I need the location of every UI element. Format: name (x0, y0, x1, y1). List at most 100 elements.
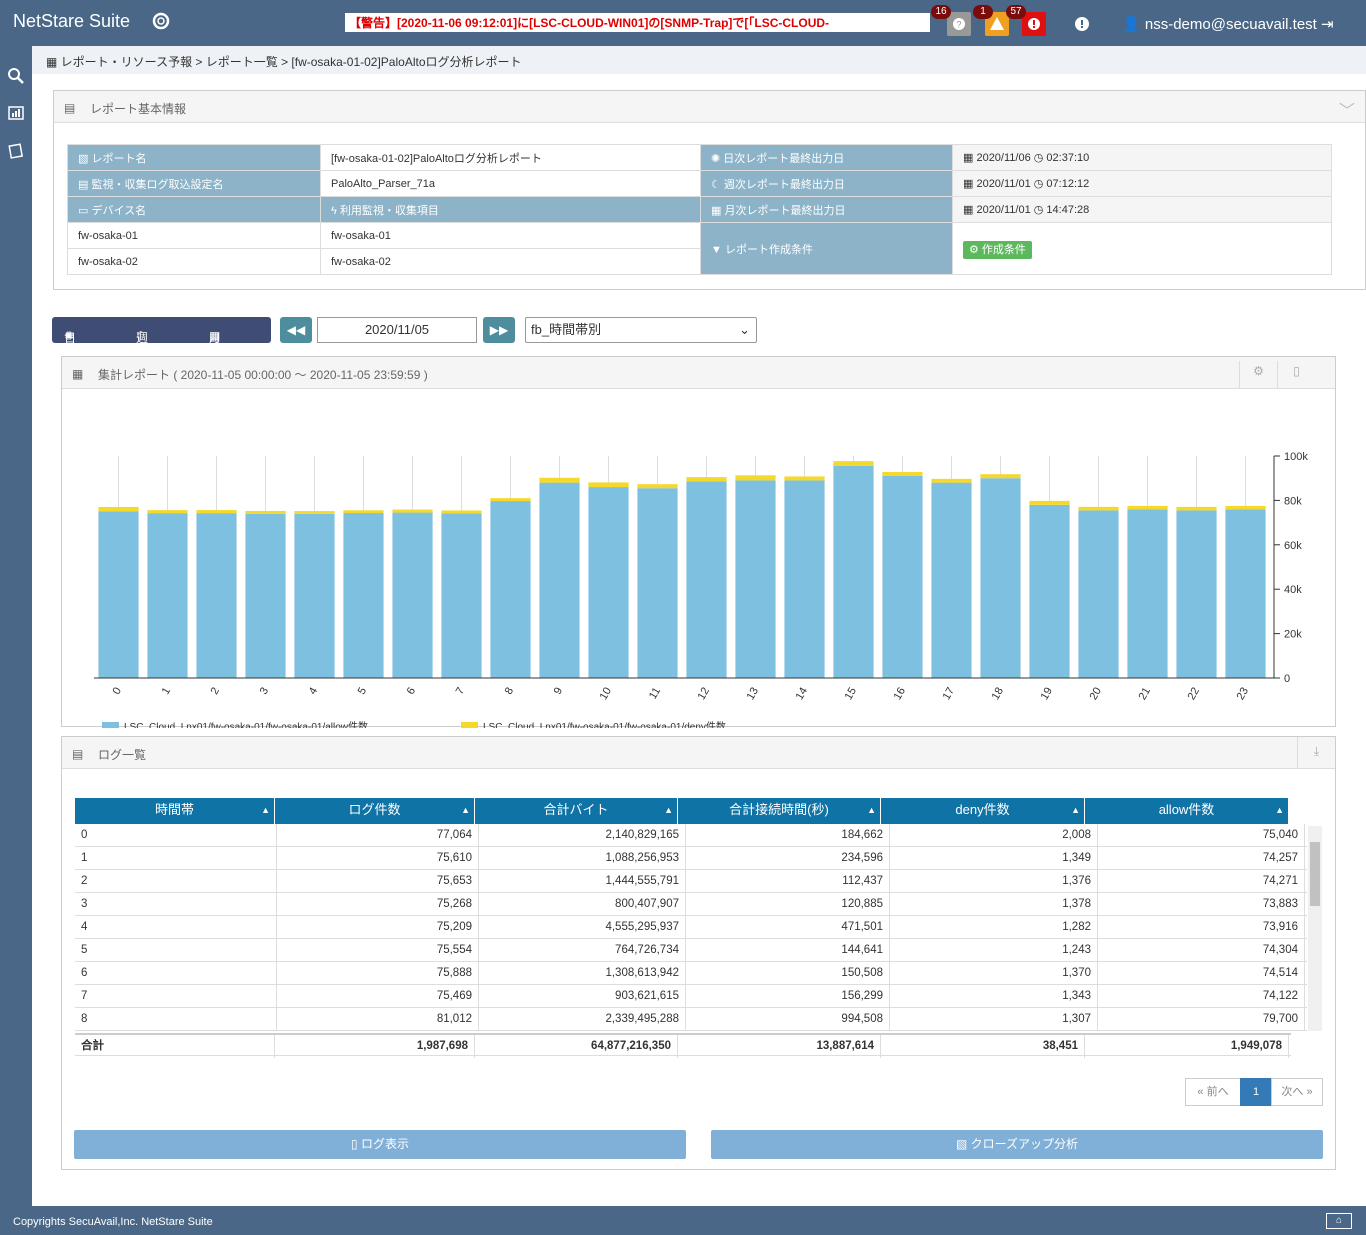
table-row[interactable]: 2 75,653 1,444,555,791 112,437 1,376 74,271 (75, 870, 1307, 893)
sort-icon: ▲ (867, 805, 876, 815)
item-row: fw-osaka-01 (320, 222, 701, 249)
next-date-button[interactable]: ▶▶ (483, 317, 515, 343)
filter-icon: ▼ (711, 243, 725, 256)
chart-icon: ▦ (46, 55, 61, 69)
x-tick-label: 2 (209, 686, 222, 697)
column-header[interactable]: ログ件数 ▲ (275, 798, 474, 824)
table-row[interactable]: 4 75,209 4,555,295,937 471,501 1,282 73,916 (75, 916, 1307, 939)
bar (196, 513, 237, 678)
bar (490, 498, 531, 502)
user-icon: 👤 (1122, 16, 1145, 33)
table-row[interactable]: 7 75,469 903,621,615 156,299 1,343 74,122 (75, 985, 1307, 1008)
cond-button[interactable]: ⚙ 作成条件 (963, 240, 1032, 259)
device-row: fw-osaka-02 (67, 248, 321, 275)
warning-count-badge: 1 (973, 5, 993, 19)
info-icon[interactable] (1074, 16, 1090, 32)
main-content: ▦ レポート・リソース予報 > レポート一覧 > [fw-osaka-01-02… (32, 46, 1366, 1206)
y-tick-label: 0 (1284, 673, 1290, 685)
column-header[interactable]: 合計接続時間(秒) ▲ (678, 798, 880, 824)
gear-icon[interactable]: ⚙ (1239, 361, 1277, 389)
report-type-select[interactable]: fb_時間帯別 ⌄ (525, 317, 757, 343)
bar (637, 484, 678, 489)
y-tick-label: 60k (1284, 540, 1302, 552)
home-icon[interactable]: ⌂ (1326, 1213, 1352, 1229)
moon-icon: ☾ (136, 329, 147, 343)
user-menu[interactable]: 👤 nss-demo@secuavail.test ⇥ (1122, 16, 1334, 33)
calendar-icon: ▦ (209, 329, 221, 343)
help-count-badge: 16 (931, 5, 951, 19)
search-icon[interactable] (6, 66, 26, 86)
y-tick-label: 100k (1284, 451, 1308, 463)
scrollbar[interactable] (1308, 826, 1322, 1031)
table-cell: 74,304 (1098, 939, 1305, 962)
pdf-icon[interactable]: ▯ (1277, 361, 1315, 389)
closeup-analysis-button[interactable]: ▧ クローズアップ分析 (711, 1130, 1323, 1159)
total-cell: 1,949,078 (1085, 1035, 1289, 1058)
x-tick-label: 8 (503, 686, 516, 697)
table-cell: 1,088,256,953 (479, 847, 686, 870)
column-header[interactable]: deny件数 ▲ (881, 798, 1084, 824)
calendar-icon: ▦ (963, 152, 977, 164)
breadcrumb: ▦ レポート・リソース予報 > レポート一覧 > [fw-osaka-01-02… (32, 46, 1366, 74)
total-row: 合計 1,987,698 64,877,216,350 13,887,614 38,45… (75, 1033, 1291, 1058)
table-cell: 1,282 (890, 916, 1098, 939)
total-cell: 13,887,614 (678, 1035, 881, 1058)
prev-date-button[interactable]: ◀◀ (280, 317, 312, 343)
device-label: ▭ デバイス名 (67, 196, 321, 223)
table-row[interactable]: 8 81,012 2,339,495,288 994,508 1,307 79,700 (75, 1008, 1307, 1031)
table-row[interactable]: 5 75,554 764,726,734 144,641 1,243 74,304 (75, 939, 1307, 962)
log-list-panel: ▤ ログ一覧 ⤓ 時間帯 ▲ ログ件数 ▲ 合計バイト ▲ 合計接続時間(秒) ▲ deny件数 ▲… (61, 736, 1336, 1170)
x-tick-label: 7 (454, 686, 467, 697)
y-tick-label: 40k (1284, 584, 1302, 596)
calendar-icon: ▦ (711, 204, 725, 217)
column-header[interactable]: 合計バイト ▲ (475, 798, 677, 824)
image-icon: ▧ (78, 152, 92, 165)
prev-page-button[interactable]: « 前へ (1185, 1078, 1241, 1106)
table-cell: 77,064 (277, 824, 479, 847)
log-view-button[interactable]: ▯ ログ表示 (74, 1130, 686, 1159)
bar (1225, 509, 1266, 678)
next-page-button[interactable]: 次へ » (1271, 1078, 1323, 1106)
table-cell: 2 (75, 870, 277, 893)
table-cell: 5 (75, 939, 277, 962)
table-cell: 1,308,613,942 (479, 962, 686, 985)
chevron-down-icon[interactable]: ﹀ (1338, 103, 1355, 120)
app-title[interactable]: NetStare Suite (13, 11, 131, 31)
bar (1029, 504, 1070, 678)
table-cell: 471,501 (686, 916, 890, 939)
table-row[interactable]: 6 75,888 1,308,613,942 150,508 1,370 74,514 (75, 962, 1307, 985)
help-notification-button[interactable]: ? (947, 12, 971, 36)
report-icon[interactable] (6, 103, 26, 123)
table-cell: 1 (75, 847, 277, 870)
table-cell: 81,012 (277, 1008, 479, 1031)
svg-text:?: ? (956, 20, 961, 30)
bar (1176, 510, 1217, 678)
daily-label: ✺ 日次レポート最終出力日 (700, 144, 953, 171)
bolt-icon: ϟ (331, 204, 340, 217)
table-cell: 75,268 (277, 893, 479, 916)
table-row[interactable]: 0 77,064 2,140,829,165 184,662 2,008 75,040 (75, 824, 1307, 847)
column-header[interactable]: allow件数 ▲ (1085, 798, 1288, 824)
legend-label: LSC_Cloud_Lnx01/fw-osaka-01/fw-osaka-01/… (483, 720, 726, 728)
column-header[interactable]: 時間帯 ▲ (75, 798, 274, 824)
bar (588, 487, 629, 678)
x-tick-label: 12 (696, 686, 713, 703)
chart-panel-title: 集計レポート ( 2020-11-05 00:00:00 ～ 2020-11-0… (98, 368, 428, 382)
table-cell: 2,339,495,288 (479, 1008, 686, 1031)
log-icon[interactable] (6, 140, 26, 160)
page-1-button[interactable]: 1 (1240, 1078, 1272, 1106)
download-icon[interactable]: ⤓ (1297, 737, 1335, 769)
footer: Copyrights SecuAvail,Inc. NetStare Suite… (0, 1206, 1366, 1235)
bar (98, 506, 139, 512)
table-cell: 184,662 (686, 824, 890, 847)
table-row[interactable]: 3 75,268 800,407,907 120,885 1,378 73,883 (75, 893, 1307, 916)
error-notification-button[interactable] (1022, 12, 1046, 36)
report-info-panel: ▤ レポート基本情報 ﹀ ▧ レポート名 [fw-osaka-01-02]PaloA… (53, 90, 1366, 290)
bar (1078, 510, 1119, 678)
table-row[interactable]: 1 75,610 1,088,256,953 234,596 1,349 74,257 (75, 847, 1307, 870)
x-tick-label: 9 (552, 686, 565, 697)
table-cell: 75,469 (277, 985, 479, 1008)
alert-ticker[interactable]: 【警告】[2020-11-06 09:12:01]に[LSC-CLOUD-WIN… (345, 13, 930, 32)
x-tick-label: 15 (843, 686, 860, 703)
date-input[interactable]: 2020/11/05 (317, 317, 477, 343)
